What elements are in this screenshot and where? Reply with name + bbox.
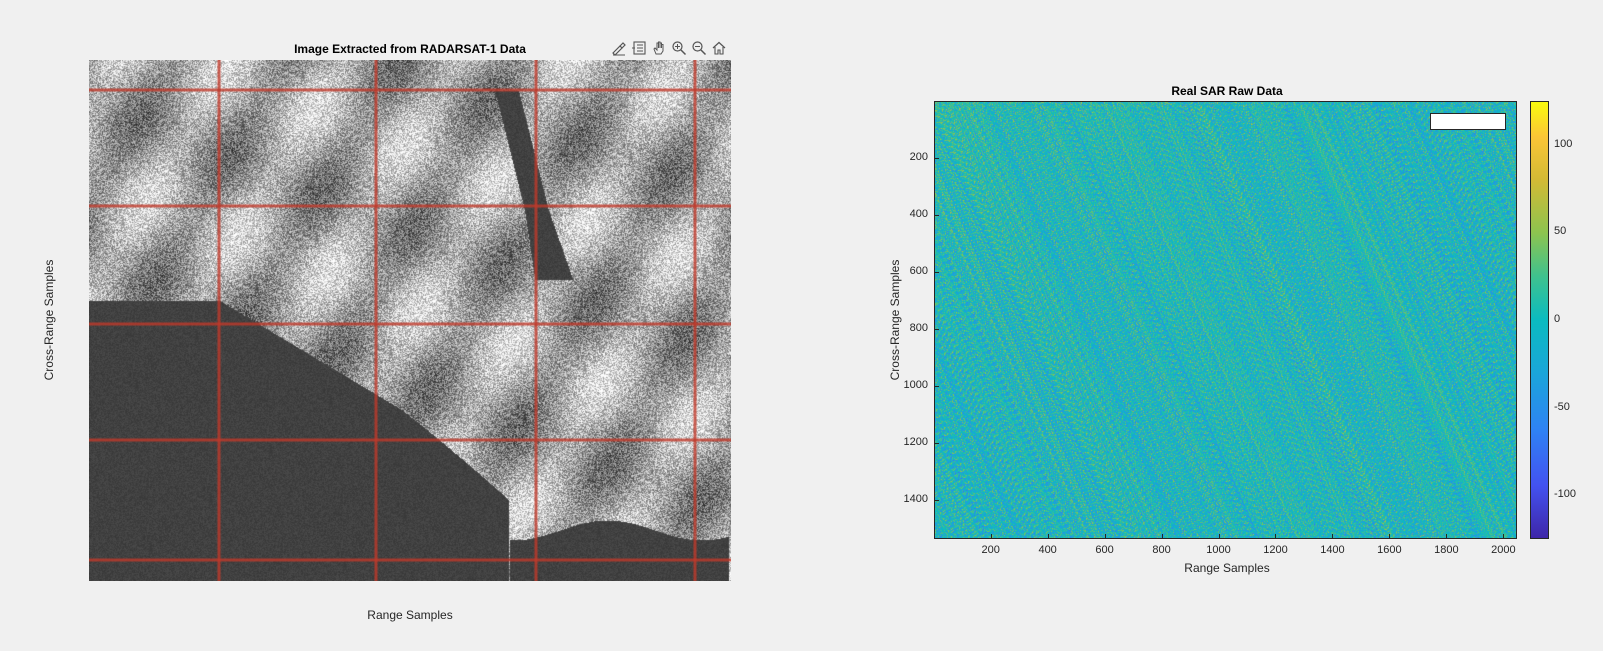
y-tick-label: 600 [909,264,928,277]
y-tick-mark [934,443,939,445]
x-tick-mark [1503,534,1505,539]
right-chart-xlabel: Range Samples [1184,561,1270,575]
datatip-icon[interactable] [630,39,648,57]
colorbar-tick-label: -100 [1554,488,1577,501]
y-tick-label: 400 [909,207,928,220]
y-tick-mark [934,328,939,330]
colorbar-tick-label: 100 [1554,137,1573,150]
x-tick-label: 1000 [1206,544,1231,556]
x-tick-mark [1218,534,1220,539]
zoom-in-icon[interactable] [670,39,688,57]
y-tick-mark [934,157,939,159]
y-tick-mark [934,214,939,216]
x-tick-mark [1047,534,1049,539]
y-tick-label: 1200 [903,436,928,449]
raw-data-canvas [935,102,1516,538]
right-chart-title: Real SAR Raw Data [1171,84,1283,98]
figure-toolbar [610,39,728,57]
x-tick-mark [1332,534,1334,539]
x-tick-label: 1200 [1263,544,1288,556]
y-tick-mark [934,500,939,502]
x-tick-mark [1275,534,1277,539]
right-chart-ylabel: Cross-Range Samples [888,259,902,381]
raw-data-plot[interactable] [934,101,1517,539]
legend-box [1430,113,1506,130]
y-tick-label: 1000 [903,379,928,392]
x-tick-label: 600 [1095,544,1114,556]
sar-image-plot[interactable] [89,60,731,581]
x-tick-mark [1389,534,1391,539]
x-tick-label: 400 [1038,544,1057,556]
x-tick-label: 1600 [1377,544,1402,556]
y-tick-mark [934,271,939,273]
x-tick-label: 800 [1152,544,1171,556]
home-icon[interactable] [710,39,728,57]
y-tick-label: 800 [909,321,928,334]
left-chart-ylabel: Cross-Range Samples [42,259,56,381]
colorbar-tick-label: 0 [1554,313,1561,325]
y-tick-label: 1400 [903,493,928,506]
x-tick-mark [1161,534,1163,539]
brush-icon[interactable] [610,39,628,57]
x-tick-mark [1104,534,1106,539]
colorbar-tick-label: 50 [1554,225,1567,238]
x-tick-mark [1446,534,1448,539]
x-tick-label: 1800 [1434,544,1459,556]
sar-image-canvas [89,60,731,581]
colorbar[interactable] [1530,101,1549,539]
y-tick-label: 200 [909,150,928,163]
y-tick-mark [934,386,939,388]
left-chart-xlabel: Range Samples [367,608,453,622]
x-tick-mark [990,534,992,539]
pan-icon[interactable] [650,39,668,57]
x-tick-label: 1400 [1320,544,1345,556]
colorbar-tick-label: -50 [1554,400,1570,413]
zoom-out-icon[interactable] [690,39,708,57]
x-tick-label: 200 [981,544,1000,556]
left-chart-title: Image Extracted from RADARSAT-1 Data [294,42,526,56]
x-tick-label: 2000 [1491,544,1516,556]
